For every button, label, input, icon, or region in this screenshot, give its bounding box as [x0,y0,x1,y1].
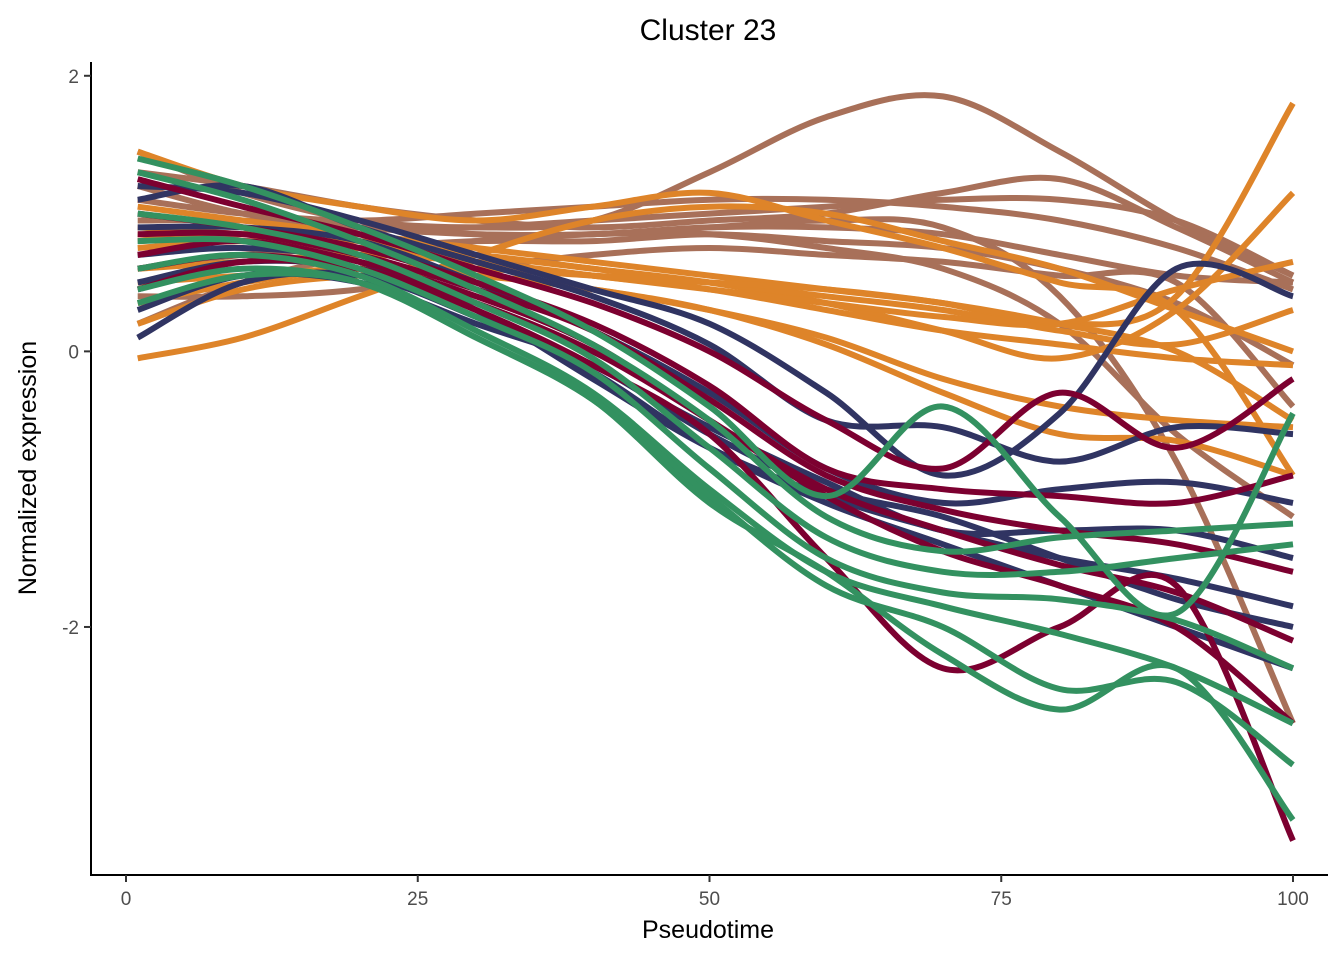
y-tick-label: 2 [68,67,79,88]
x-tick-label: 100 [1277,889,1309,910]
x-tick-label: 0 [121,889,132,910]
y-axis-label: Normalized expression [14,341,42,595]
series-curves [136,92,1296,842]
series-line-33 [136,155,1296,619]
y-tick-label: 0 [68,342,79,363]
y-axis-ticks: 2 0 -2 [62,67,91,639]
x-tick-label: 25 [407,889,428,910]
series-line-35 [137,210,1294,578]
x-tick-label: 75 [991,889,1012,910]
series-line-20 [137,183,1294,479]
series-line-37 [137,251,1295,727]
series-line-9 [136,183,1296,725]
series-line-27 [136,176,1295,472]
y-tick-label: -2 [62,618,79,639]
series-line-39 [136,270,1296,822]
series-line-34 [136,169,1294,555]
x-tick-label: 50 [699,889,720,910]
x-axis-label: Pseudotime [642,916,774,944]
series-line-36 [137,236,1295,672]
series-line-22 [137,223,1294,507]
series-line-10 [137,203,1295,362]
series-line-3 [137,195,1295,293]
series-line-7 [137,245,1296,409]
series-line-28 [137,210,1294,507]
series-line-11 [136,148,1296,478]
x-axis-ticks: 0 25 50 75 100 [121,875,1309,910]
chart-title: Cluster 23 [640,14,777,47]
